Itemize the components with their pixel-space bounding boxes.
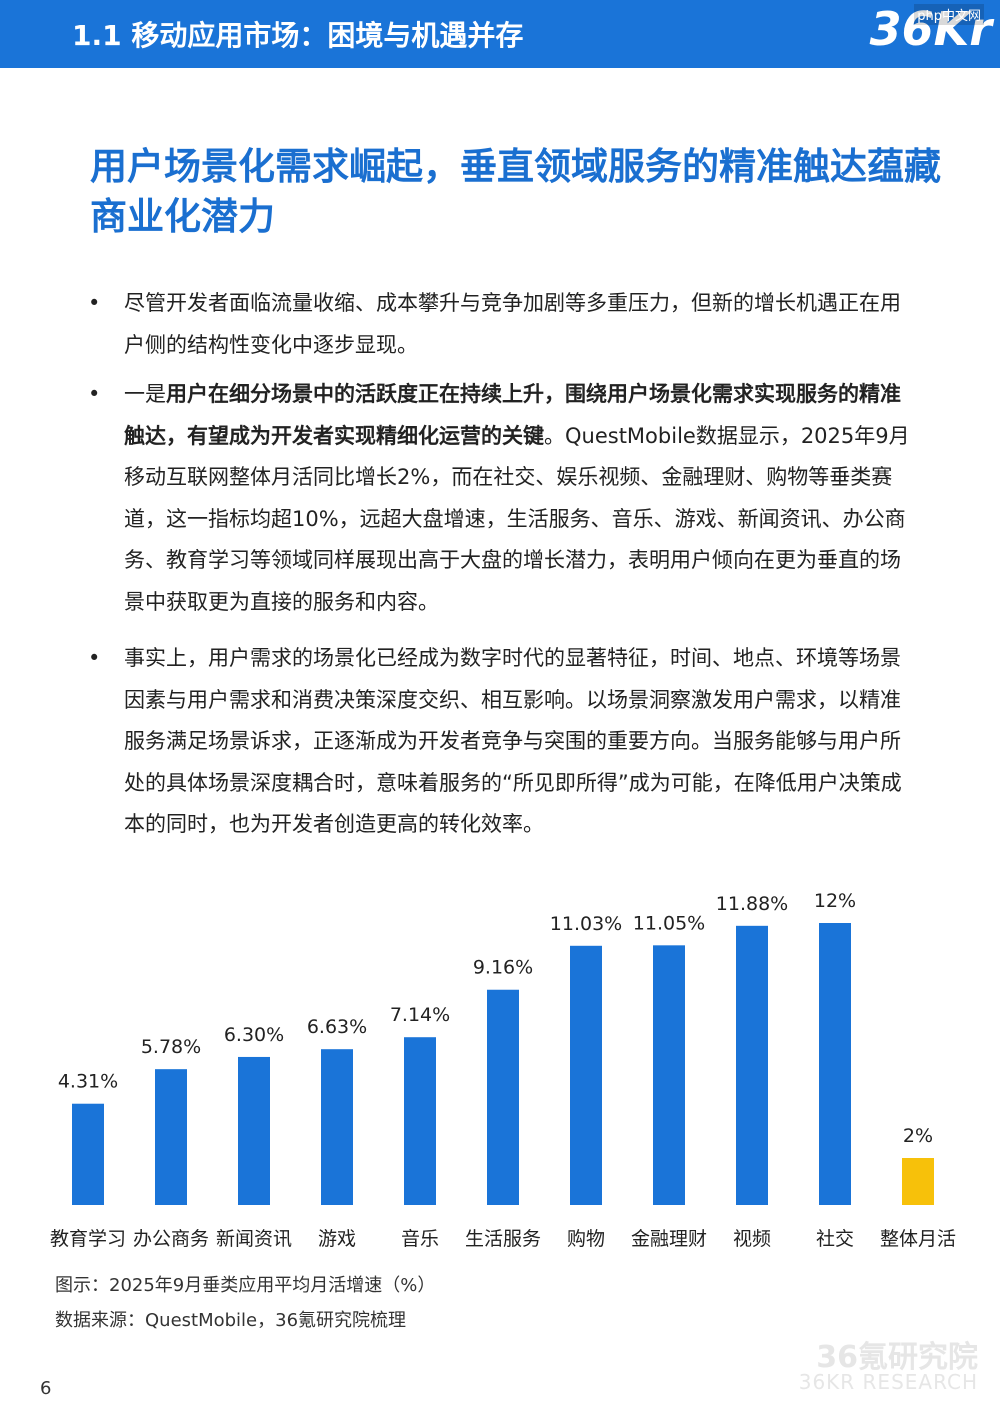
bar: [819, 923, 851, 1205]
page-number: 6: [40, 1378, 52, 1399]
caption: 图示：2025年9月垂类应用平均月活增速（%）: [55, 1275, 436, 1296]
category-label: 教育学习: [50, 1228, 126, 1250]
watermark: 36KR RESEARCH: [798, 1370, 978, 1394]
value-label: 11.05%: [633, 912, 705, 934]
bar: [570, 945, 602, 1205]
bullet: • 尽管开发者面临流量收缩、成本攀升与竞争加剧等多重压力，但新的增长机遇正在用户…: [88, 283, 918, 366]
bar: [736, 925, 768, 1205]
category-label: 生活服务: [465, 1228, 541, 1250]
category-label: 视频: [733, 1228, 771, 1250]
value-label: 6.30%: [224, 1024, 284, 1046]
watermark: 36氪研究院: [816, 1340, 978, 1375]
header-bar: 1.1 移动应用市场：困境与机遇并存 36Kr php中文网: [0, 0, 1000, 68]
bar: [902, 1158, 934, 1205]
bullet-text: 事实上，用户需求的场景化已经成为数字时代的显著特征，时间、地点、环境等场景因素与…: [124, 638, 918, 846]
text-segment: 一是: [124, 382, 166, 406]
value-label: 11.03%: [550, 913, 622, 935]
bar: [321, 1049, 353, 1205]
value-label: 2%: [903, 1125, 933, 1147]
bar: [155, 1069, 187, 1205]
value-label: 9.16%: [473, 957, 533, 979]
text-segment: 尽管开发者面临流量收缩、成本攀升与竞争加剧等多重压力，但新的增长机遇正在用户侧的…: [124, 291, 901, 357]
site-mark: php中文网: [914, 4, 984, 25]
category-label: 办公商务: [133, 1228, 209, 1250]
value-label: 6.63%: [307, 1016, 367, 1038]
chart: 4.31% 教育学习 5.78% 办公商务 6.30% 新闻资讯 6.63% 游戏 7.14% 音…: [50, 890, 956, 1250]
logo: 36Kr: [869, 2, 992, 56]
bullet-text: 尽管开发者面临流量收缩、成本攀升与竞争加剧等多重压力，但新的增长机遇正在用户侧的…: [124, 283, 918, 366]
value-label: 4.31%: [58, 1071, 118, 1093]
bold-segment: 用户在细分场景中的活跃度正在持续上升，围绕用户场景化需求实现服务的精准触达，有望…: [124, 382, 901, 448]
page-title: 用户场景化需求崛起，垂直领域服务的精准触达蕴藏商业化潜力: [90, 145, 941, 238]
category-label: 音乐: [401, 1228, 439, 1250]
value-label: 5.78%: [141, 1036, 201, 1058]
bullet-text: 一是用户在细分场景中的活跃度正在持续上升，围绕用户场景化需求实现服务的精准触达，…: [124, 374, 918, 623]
text-segment: 事实上，用户需求的场景化已经成为数字时代的显著特征，时间、地点、环境等场景因素与…: [124, 646, 902, 836]
text-segment: 。QuestMobile数据显示，2025年9月移动互联网整体月活同比增长2%，…: [124, 423, 910, 614]
bar: [653, 945, 685, 1205]
bar: [487, 989, 519, 1205]
bar: [404, 1037, 436, 1205]
category-label: 购物: [567, 1228, 605, 1250]
category-label: 新闻资讯: [216, 1228, 292, 1250]
value-label: 12%: [814, 890, 856, 912]
value-label: 11.88%: [716, 893, 788, 915]
bullet-marker: •: [88, 291, 101, 315]
bar: [72, 1103, 104, 1205]
bullet: • 事实上，用户需求的场景化已经成为数字时代的显著特征，时间、地点、环境等场景因…: [88, 638, 918, 846]
category-label: 社交: [816, 1228, 854, 1250]
category-label: 整体月活: [880, 1228, 956, 1250]
bullet-marker: •: [88, 646, 101, 670]
source: 数据来源：QuestMobile，36氪研究院梳理: [55, 1310, 407, 1331]
category-label: 金融理财: [631, 1228, 707, 1250]
bullet-marker: •: [88, 382, 101, 406]
bullet: • 一是用户在细分场景中的活跃度正在持续上升，围绕用户场景化需求实现服务的精准触…: [88, 374, 918, 623]
bar: [238, 1056, 270, 1205]
header-title: 1.1 移动应用市场：困境与机遇并存: [72, 19, 524, 52]
value-label: 7.14%: [390, 1004, 450, 1026]
category-label: 游戏: [318, 1228, 356, 1250]
